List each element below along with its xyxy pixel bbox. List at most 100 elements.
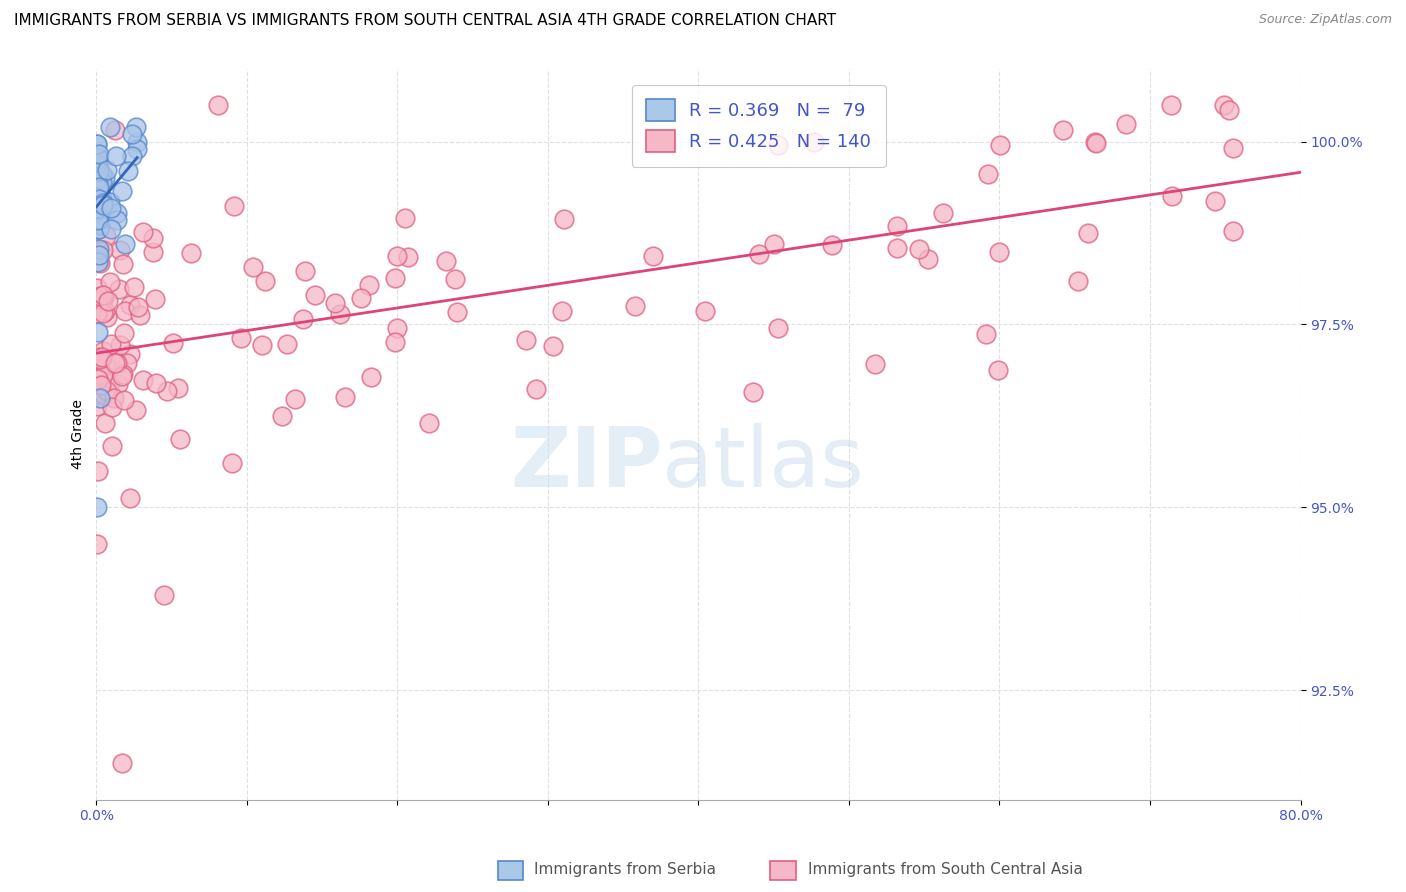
Point <box>166 381 188 395</box>
Point <box>294 264 316 278</box>
Point <box>86 201 108 215</box>
Point <box>89 218 111 232</box>
Point <box>103 392 125 406</box>
Point <box>98 120 121 134</box>
Point <box>86 177 108 191</box>
Point <box>152 588 174 602</box>
Point <box>86 500 108 515</box>
Point <box>396 250 419 264</box>
Text: Immigrants from South Central Asia: Immigrants from South Central Asia <box>808 863 1084 877</box>
Point <box>105 206 128 220</box>
Point <box>91 287 114 301</box>
Point <box>908 242 931 256</box>
Point <box>87 158 110 172</box>
Point <box>1222 224 1244 238</box>
Point <box>121 128 143 142</box>
Point <box>87 164 110 178</box>
Point <box>87 179 110 194</box>
Point <box>86 169 108 184</box>
Point <box>384 334 406 349</box>
Point <box>145 376 167 390</box>
Point <box>94 228 117 243</box>
Point <box>988 245 1011 260</box>
Point <box>105 213 128 227</box>
Point <box>276 337 298 351</box>
Point <box>100 337 122 351</box>
Point <box>253 273 276 287</box>
Point <box>524 382 547 396</box>
Point <box>86 152 108 166</box>
Point <box>976 167 998 181</box>
Point <box>1084 135 1107 149</box>
Point <box>93 387 115 401</box>
Point <box>104 356 127 370</box>
Point <box>110 243 132 257</box>
Point <box>114 326 136 341</box>
Point <box>418 416 440 430</box>
Point <box>86 200 108 214</box>
Point <box>180 245 202 260</box>
Point <box>86 292 108 306</box>
Point <box>86 156 108 170</box>
Point <box>86 136 108 151</box>
Point <box>221 456 243 470</box>
Point <box>104 123 127 137</box>
Point <box>105 356 128 370</box>
Point <box>87 193 110 207</box>
Point <box>125 120 148 134</box>
Point <box>132 225 155 239</box>
Point <box>1052 122 1074 136</box>
Point <box>86 190 108 204</box>
Point <box>886 240 908 254</box>
Point <box>114 392 136 407</box>
Point <box>86 171 108 186</box>
Point <box>91 344 114 359</box>
Point <box>350 291 373 305</box>
Point <box>91 197 114 211</box>
Point <box>91 201 114 215</box>
Point <box>111 185 134 199</box>
Point <box>90 167 112 181</box>
Point <box>86 175 108 189</box>
Point <box>90 378 112 392</box>
Point <box>87 253 110 268</box>
Point <box>86 464 108 478</box>
Point <box>329 307 352 321</box>
Point <box>114 237 136 252</box>
Point <box>90 175 112 189</box>
Point <box>87 350 110 364</box>
Point <box>87 170 110 185</box>
Point <box>742 384 765 399</box>
Point <box>86 325 108 339</box>
Point <box>87 206 110 220</box>
Point <box>86 173 108 187</box>
Point <box>766 321 789 335</box>
Point <box>553 212 575 227</box>
Point <box>86 180 108 194</box>
Point <box>385 249 408 263</box>
Point <box>162 336 184 351</box>
Point <box>120 346 142 360</box>
Point <box>122 280 145 294</box>
Point <box>886 219 908 233</box>
Point <box>86 306 108 320</box>
Point <box>121 149 143 163</box>
Point <box>101 439 124 453</box>
Point <box>98 276 121 290</box>
Point <box>89 352 111 367</box>
Point <box>1218 103 1240 117</box>
Point <box>86 179 108 194</box>
Point <box>129 308 152 322</box>
Point <box>250 338 273 352</box>
Point <box>117 164 139 178</box>
Point <box>107 376 129 391</box>
Point <box>112 368 135 382</box>
Point <box>762 236 785 251</box>
Point <box>87 255 110 269</box>
Point <box>748 247 770 261</box>
Point <box>89 147 111 161</box>
Point <box>86 205 108 219</box>
Point <box>86 149 108 163</box>
Point <box>94 416 117 430</box>
Point <box>394 211 416 225</box>
